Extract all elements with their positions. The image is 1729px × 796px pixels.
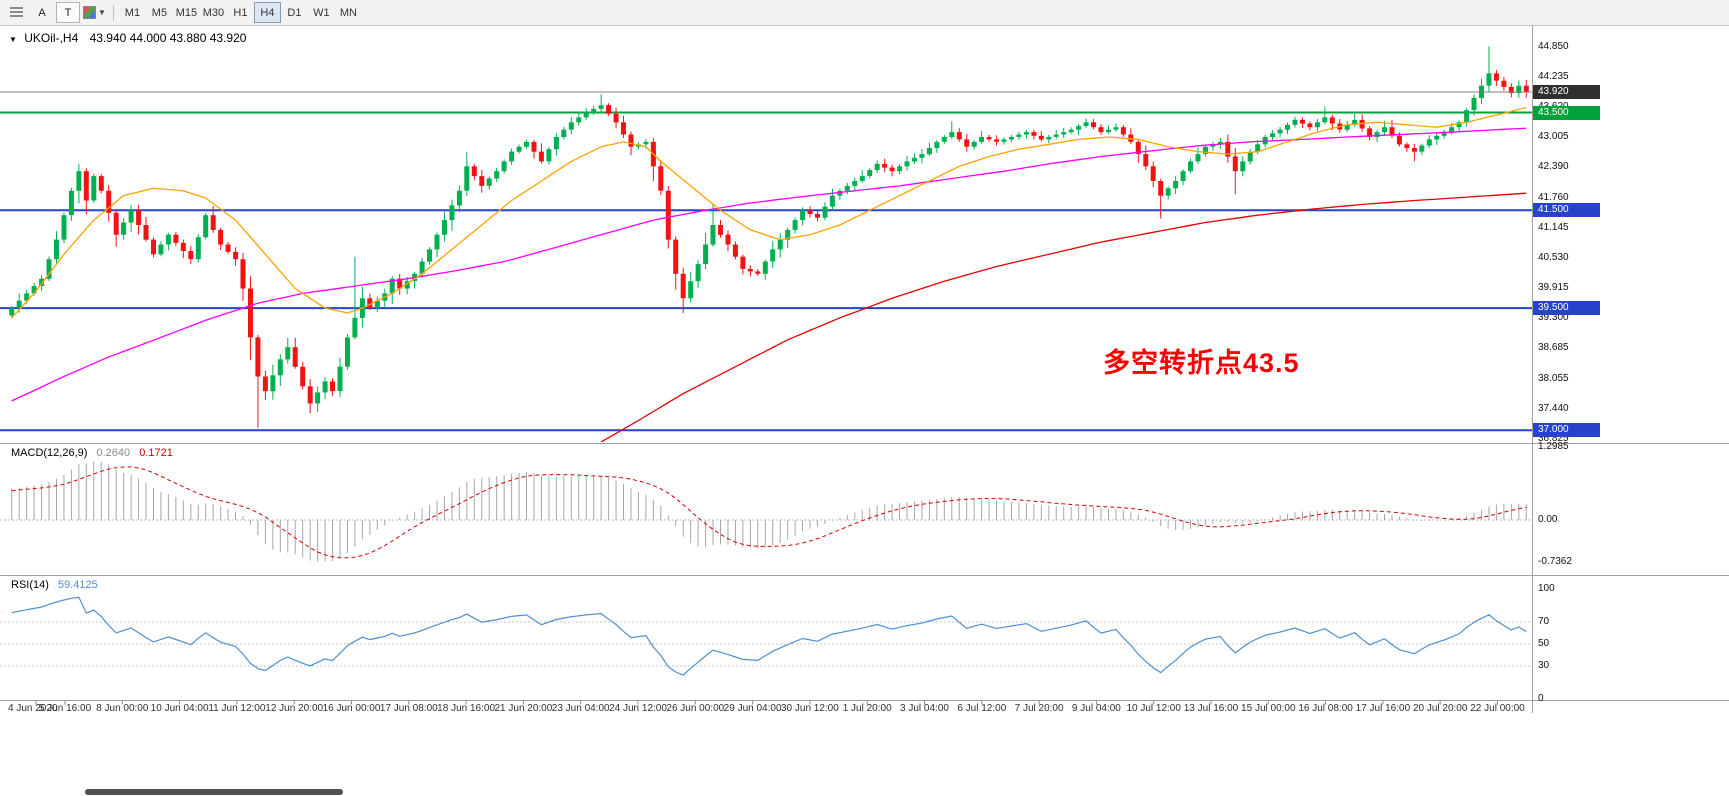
time-axis-label: 6 Jul 12:00: [957, 703, 1007, 714]
rsi-layer: [0, 596, 1532, 676]
chart-title: ▼ UKOil-,H4 43.940 44.000 43.880 43.920: [9, 31, 246, 45]
price-level-tag: 39.500: [1533, 301, 1600, 316]
time-axis-label: 10 Jun 04:00: [150, 703, 209, 714]
time-axis-label: 10 Jul 12:00: [1126, 703, 1181, 714]
time-axis-label: 1 Jul 20:00: [842, 703, 892, 714]
time-axis-label: 22 Jul 00:00: [1470, 703, 1525, 714]
timeframe-button-mn[interactable]: MN: [339, 6, 357, 19]
time-axis-label: 5 Jun 16:00: [38, 703, 92, 714]
time-axis-label: 30 Jun 12:00: [780, 703, 839, 714]
time-axis-label: 16 Jul 08:00: [1298, 703, 1353, 714]
time-axis-label: 17 Jun 08:00: [379, 703, 438, 714]
price-axis-label: 40.530: [1538, 251, 1569, 263]
macd-panel-header: MACD(12,26,9) 0.2640 0.1721: [11, 447, 179, 459]
time-axis-label: 7 Jul 20:00: [1014, 703, 1064, 714]
macd-label: MACD(12,26,9): [11, 447, 88, 459]
chart-list-icon: [9, 7, 23, 18]
rsi-scale-label: 0: [1538, 693, 1544, 704]
timeframe-button-d1[interactable]: D1: [287, 6, 302, 19]
time-axis-label: 26 Jun 00:00: [666, 703, 725, 714]
time-axis-label: 3 Jul 04:00: [900, 703, 949, 714]
time-axis-label: 9 Jul 04:00: [1071, 703, 1121, 714]
timeframe-button-w1[interactable]: W1: [313, 6, 330, 19]
price-level-tag: 43.920: [1533, 85, 1600, 99]
price-axis-label: 44.235: [1538, 70, 1569, 82]
time-axis-label: 12 Jun 20:00: [265, 703, 324, 714]
chart-symbol-label: UKOil-,H4: [24, 31, 79, 45]
time-axis-label: 17 Jul 16:00: [1355, 703, 1411, 714]
chart-annotation-text: 多空转折点43.5: [1103, 348, 1300, 378]
color-picker-button[interactable]: ▼: [82, 2, 107, 23]
chart-list-button[interactable]: [4, 2, 28, 23]
time-axis-label: 8 Jun 00:00: [96, 703, 149, 714]
rsi-scale-label: 30: [1538, 660, 1550, 671]
timeframe-button-m5[interactable]: M5: [151, 6, 168, 19]
timeframe-button-m30[interactable]: M30: [202, 6, 225, 19]
macd-scale-label: 1.2985: [1538, 441, 1569, 452]
time-axis-label: 20 Jul 20:00: [1412, 703, 1468, 714]
rsi-scale-label: 70: [1538, 616, 1550, 627]
timeframe-button-m15[interactable]: M15: [175, 6, 198, 19]
price-axis-label: 38.055: [1538, 372, 1569, 384]
chart-ohlc-values: 43.940 44.000 43.880 43.920: [89, 31, 247, 45]
moving-averages-layer: [11, 107, 1527, 442]
time-axis-label: 15 Jul 00:00: [1241, 703, 1296, 714]
price-axis-label: 42.390: [1538, 160, 1569, 172]
color-picker-icon: [83, 6, 96, 19]
toolbar: A T ▼ M1 M5 M15 M30 H1 H4 D1 W1 MN: [0, 0, 1729, 26]
text-tool-button[interactable]: T: [56, 2, 80, 23]
price-axis-label: 41.145: [1538, 221, 1569, 233]
candles-layer: [9, 46, 1529, 428]
timeframe-button-h4[interactable]: H4: [253, 2, 281, 23]
price-axis-label: 38.685: [1538, 341, 1569, 353]
rsi-panel-header: RSI(14) 59.4125: [11, 579, 104, 591]
chevron-down-icon: ▼: [98, 8, 106, 17]
time-axis-label: 23 Jun 04:00: [551, 703, 610, 714]
time-axis-label: 4 Jun 2020: [8, 703, 58, 714]
price-axis-label: 41.760: [1538, 191, 1569, 203]
rsi-value: 59.4125: [57, 579, 98, 591]
price-axis-label: 43.005: [1538, 130, 1569, 142]
horizontal-scrollbar-thumb[interactable]: [85, 789, 343, 795]
rsi-scale-label: 100: [1538, 583, 1555, 594]
macd-layer: [0, 461, 1532, 562]
price-level-tag: 43.500: [1533, 105, 1600, 120]
time-axis-label: 29 Jun 04:00: [723, 703, 782, 714]
toolbar-separator: [112, 4, 114, 21]
time-axis-label: 24 Jun 12:00: [609, 703, 667, 714]
price-axis-label: 37.440: [1538, 402, 1569, 414]
one-click-trading-toggle[interactable]: ▼: [9, 35, 17, 44]
price-level-tag: 37.000: [1533, 423, 1600, 438]
price-level-tag: 41.500: [1533, 203, 1600, 218]
price-axis-label: 44.850: [1538, 40, 1569, 52]
time-axis-label: 13 Jul 16:00: [1183, 703, 1239, 714]
time-axis-label: 18 Jun 16:00: [437, 703, 496, 714]
rsi-label: RSI(14): [11, 579, 49, 591]
macd-scale-label: 0.00: [1538, 514, 1558, 525]
time-axis-label: 16 Jun 00:00: [322, 703, 381, 714]
timeframe-button-m1[interactable]: M1: [124, 6, 141, 19]
arrow-tool-button[interactable]: A: [38, 6, 46, 19]
price-axis-label: 39.915: [1538, 281, 1569, 293]
time-axis-label: 11 Jun 12:00: [208, 703, 266, 714]
rsi-scale-label: 50: [1538, 638, 1550, 649]
price-axis-label: 39.300: [1538, 311, 1569, 323]
time-axis-label: 21 Jun 20:00: [494, 703, 553, 714]
price-axis-label: 36.825: [1538, 432, 1569, 444]
timeframe-button-h1[interactable]: H1: [233, 6, 248, 19]
macd-main-value: 0.2640: [96, 447, 131, 459]
macd-signal-value: 0.1721: [139, 447, 173, 459]
macd-scale-label: -0.7362: [1538, 555, 1572, 567]
